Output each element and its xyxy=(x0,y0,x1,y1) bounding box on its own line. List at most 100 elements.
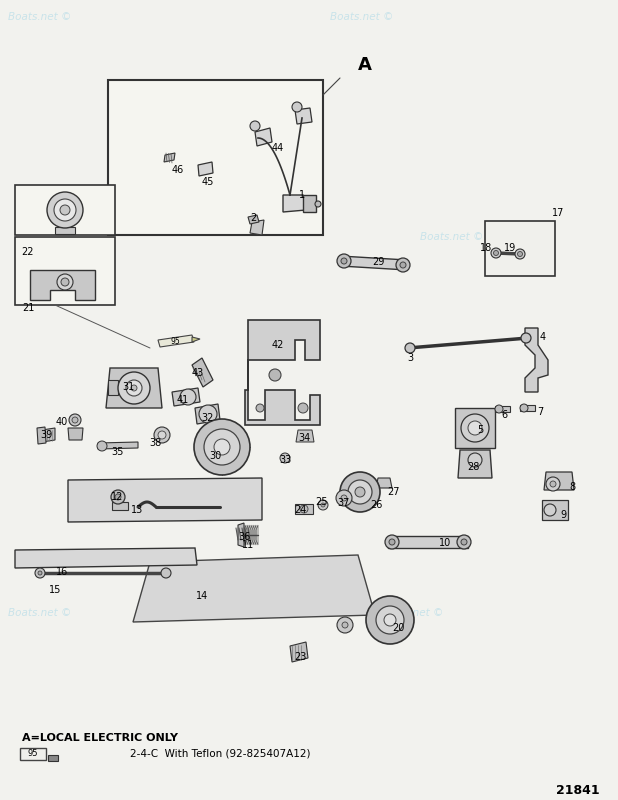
Circle shape xyxy=(376,606,404,634)
Polygon shape xyxy=(106,368,162,408)
Circle shape xyxy=(468,453,482,467)
Polygon shape xyxy=(520,405,535,411)
Circle shape xyxy=(517,251,522,257)
Polygon shape xyxy=(485,221,555,275)
Text: 19: 19 xyxy=(504,243,516,253)
Circle shape xyxy=(340,472,380,512)
Polygon shape xyxy=(98,442,138,449)
Polygon shape xyxy=(455,408,495,448)
Circle shape xyxy=(180,389,196,405)
Circle shape xyxy=(405,343,415,353)
Text: 10: 10 xyxy=(439,538,451,548)
Text: 9: 9 xyxy=(560,510,566,520)
Bar xyxy=(20,748,46,760)
Polygon shape xyxy=(195,404,220,424)
Text: 11: 11 xyxy=(242,540,254,550)
Polygon shape xyxy=(192,337,200,342)
Text: Boats.net ©: Boats.net © xyxy=(8,608,71,618)
Circle shape xyxy=(521,333,531,343)
Circle shape xyxy=(204,429,240,465)
Circle shape xyxy=(396,258,410,272)
Circle shape xyxy=(385,535,399,549)
Text: 21841: 21841 xyxy=(556,783,600,797)
Circle shape xyxy=(60,205,70,215)
Polygon shape xyxy=(295,504,313,514)
Circle shape xyxy=(355,487,365,497)
Polygon shape xyxy=(458,450,492,478)
Circle shape xyxy=(546,477,560,491)
Circle shape xyxy=(520,404,528,412)
Text: Boats.net ©: Boats.net © xyxy=(420,232,483,242)
Circle shape xyxy=(550,481,556,487)
Text: 15: 15 xyxy=(49,585,61,595)
Circle shape xyxy=(250,121,260,131)
Circle shape xyxy=(341,495,347,501)
Text: 95: 95 xyxy=(28,750,38,758)
Bar xyxy=(15,185,115,235)
Polygon shape xyxy=(295,108,312,124)
Circle shape xyxy=(118,372,150,404)
Text: Boats.net ©: Boats.net © xyxy=(8,12,71,22)
Circle shape xyxy=(97,441,107,451)
Circle shape xyxy=(158,431,166,439)
Polygon shape xyxy=(544,472,574,490)
Polygon shape xyxy=(172,388,200,406)
Text: 6: 6 xyxy=(501,410,507,420)
Circle shape xyxy=(69,414,81,426)
Text: 26: 26 xyxy=(370,500,382,510)
Text: 4: 4 xyxy=(540,332,546,342)
Circle shape xyxy=(54,199,76,221)
Text: 43: 43 xyxy=(192,368,204,378)
Polygon shape xyxy=(340,256,407,270)
Circle shape xyxy=(384,614,396,626)
Circle shape xyxy=(38,571,42,575)
Polygon shape xyxy=(248,215,259,224)
Bar xyxy=(108,80,323,235)
Text: 13: 13 xyxy=(131,505,143,515)
Text: 42: 42 xyxy=(272,340,284,350)
Text: 17: 17 xyxy=(552,208,564,218)
Text: 25: 25 xyxy=(316,497,328,507)
Circle shape xyxy=(389,539,395,545)
Circle shape xyxy=(214,439,230,455)
Text: 12: 12 xyxy=(111,492,123,502)
Text: Boats.net ©: Boats.net © xyxy=(380,608,443,618)
Text: 30: 30 xyxy=(209,451,221,461)
Text: 35: 35 xyxy=(112,447,124,457)
Text: 31: 31 xyxy=(122,382,134,392)
Polygon shape xyxy=(133,555,375,622)
Text: 46: 46 xyxy=(172,165,184,175)
Circle shape xyxy=(47,192,83,228)
Circle shape xyxy=(342,622,348,628)
Polygon shape xyxy=(525,328,548,392)
Text: 36: 36 xyxy=(238,532,250,542)
Circle shape xyxy=(154,427,170,443)
Text: A: A xyxy=(358,56,372,74)
Polygon shape xyxy=(283,195,306,212)
Polygon shape xyxy=(495,406,510,412)
Circle shape xyxy=(336,490,352,506)
Polygon shape xyxy=(303,195,316,212)
Text: 21: 21 xyxy=(22,303,34,313)
Text: 38: 38 xyxy=(149,438,161,448)
Circle shape xyxy=(131,385,137,391)
Circle shape xyxy=(35,568,45,578)
Text: 44: 44 xyxy=(272,143,284,153)
Text: 16: 16 xyxy=(56,567,68,577)
Polygon shape xyxy=(255,128,272,146)
Text: 45: 45 xyxy=(202,177,214,187)
Text: 40: 40 xyxy=(56,417,68,427)
Polygon shape xyxy=(238,523,244,547)
Text: 5: 5 xyxy=(477,425,483,435)
Polygon shape xyxy=(198,162,213,176)
Polygon shape xyxy=(37,427,46,444)
Circle shape xyxy=(126,380,142,396)
Circle shape xyxy=(199,405,217,423)
Polygon shape xyxy=(376,478,392,488)
Text: 2-4-C  With Teflon (92-825407A12): 2-4-C With Teflon (92-825407A12) xyxy=(130,749,310,759)
Text: 24: 24 xyxy=(294,505,306,515)
Polygon shape xyxy=(290,642,308,662)
Text: 41: 41 xyxy=(177,395,189,405)
Text: 29: 29 xyxy=(372,257,384,267)
Polygon shape xyxy=(192,358,213,387)
